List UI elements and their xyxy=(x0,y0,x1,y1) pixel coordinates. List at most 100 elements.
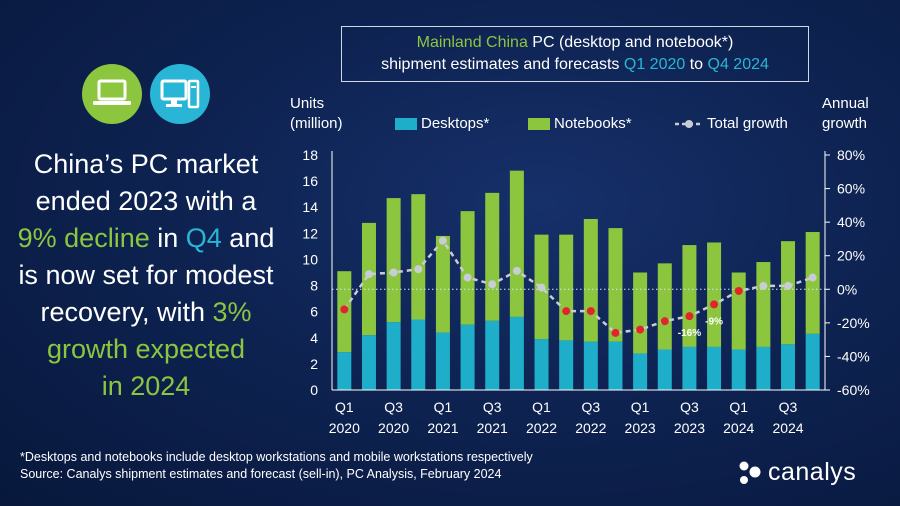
x-tick-quarter: Q3 xyxy=(779,399,798,415)
y2-tick-label: 80% xyxy=(837,147,865,163)
bar-notebooks xyxy=(781,241,796,345)
bar-notebooks xyxy=(435,235,450,333)
bar-notebooks xyxy=(559,234,574,341)
x-tick-year: 2021 xyxy=(477,420,508,436)
y2-tick-label: -40% xyxy=(837,348,870,364)
growth-point xyxy=(389,268,398,277)
headline-line: recovery, with 3% xyxy=(10,294,282,331)
headline-text: and xyxy=(221,223,275,253)
legend-desktops-label: Desktops* xyxy=(421,115,490,132)
x-tick-quarter: Q3 xyxy=(384,399,403,415)
growth-point xyxy=(586,307,595,316)
growth-point xyxy=(734,286,743,295)
bar-desktops xyxy=(657,349,672,390)
title-from: Q1 2020 xyxy=(623,56,686,73)
bar-desktops xyxy=(337,352,352,390)
bar-desktops xyxy=(534,339,549,390)
left-axis-title-line: (million) xyxy=(290,115,343,132)
bar-desktops xyxy=(411,319,426,390)
x-tick-year: 2024 xyxy=(772,420,803,436)
y2-tick-label: 60% xyxy=(837,181,865,197)
x-tick-year: 2023 xyxy=(674,420,705,436)
x-tick-quarter: Q3 xyxy=(680,399,699,415)
brand-name: canalys xyxy=(768,458,857,486)
desktop-icon xyxy=(150,64,210,124)
headline-decline: 9% decline xyxy=(17,223,150,253)
x-tick-quarter: Q1 xyxy=(335,399,354,415)
growth-point xyxy=(808,273,817,282)
growth-point xyxy=(414,265,423,274)
footnote-note: *Desktops and notebooks include desktop … xyxy=(20,450,533,464)
legend-notebooks-label: Notebooks* xyxy=(554,115,632,132)
bar-notebooks xyxy=(460,211,475,325)
growth-point xyxy=(784,281,793,290)
title-text: shipment estimates and forecasts xyxy=(381,56,624,73)
y2-tick-label: 40% xyxy=(837,214,865,230)
y-tick-label: 6 xyxy=(310,304,318,320)
chart-title: Mainland China PC (desktop and notebook*… xyxy=(341,26,809,82)
y-tick-label: 0 xyxy=(310,382,318,398)
y2-tick-label: -60% xyxy=(837,382,870,398)
headline-line: growth expected xyxy=(46,334,246,364)
y-tick-label: 12 xyxy=(302,225,318,241)
bar-notebooks xyxy=(361,222,376,336)
y2-tick-label: -20% xyxy=(837,315,870,331)
bar-notebooks xyxy=(707,242,722,347)
growth-point xyxy=(340,305,349,314)
growth-point xyxy=(438,236,447,245)
growth-point xyxy=(660,317,669,326)
growth-point xyxy=(710,300,719,309)
headline-line: is now set for modest xyxy=(18,260,274,290)
growth-data-label: -9% xyxy=(705,316,723,327)
footnote: *Desktops and notebooks include desktop … xyxy=(20,449,533,483)
x-tick-quarter: Q1 xyxy=(631,399,650,415)
growth-point xyxy=(759,281,768,290)
y-tick-label: 16 xyxy=(302,173,318,189)
title-line-2: shipment estimates and forecasts Q1 2020… xyxy=(342,54,808,76)
bar-notebooks xyxy=(583,218,598,342)
growth-point xyxy=(562,307,571,316)
bar-notebooks xyxy=(756,262,771,347)
growth-point xyxy=(611,328,620,337)
bar-desktops xyxy=(805,333,820,390)
y-tick-label: 4 xyxy=(310,330,318,346)
y2-tick-label: 20% xyxy=(837,248,865,264)
y-tick-label: 8 xyxy=(310,278,318,294)
x-tick-quarter: Q3 xyxy=(483,399,502,415)
growth-point xyxy=(685,312,694,321)
growth-point xyxy=(537,283,546,292)
headline: China’s PC market ended 2023 with a 9% d… xyxy=(10,146,282,405)
headline-line: 9% decline in Q4 and xyxy=(10,220,282,257)
headline-growth: 3% xyxy=(212,297,252,327)
bar-desktops xyxy=(731,349,746,390)
title-text: PC (desktop and notebook*) xyxy=(527,34,734,51)
growth-point xyxy=(512,266,521,275)
bar-desktops xyxy=(509,316,524,390)
canalys-logo-icon xyxy=(739,461,761,484)
x-tick-year: 2020 xyxy=(378,420,409,436)
y-tick-label: 2 xyxy=(310,356,318,372)
title-to: Q4 2024 xyxy=(707,56,769,73)
y-tick-label: 10 xyxy=(302,251,318,267)
bar-desktops xyxy=(460,324,475,390)
bar-notebooks xyxy=(509,170,524,317)
bar-notebooks xyxy=(411,194,426,320)
headline-quarter: Q4 xyxy=(185,223,222,253)
bar-desktops xyxy=(781,344,796,390)
growth-point xyxy=(636,325,645,334)
growth-point xyxy=(488,280,497,289)
bar-notebooks xyxy=(657,263,672,350)
footnote-source: Source: Canalys shipment estimates and f… xyxy=(20,467,502,481)
bar-notebooks xyxy=(731,272,746,350)
x-tick-quarter: Q1 xyxy=(434,399,453,415)
bar-desktops xyxy=(682,346,697,390)
left-axis-title: Units (million) xyxy=(290,94,343,134)
right-axis-title-line: Annual xyxy=(822,95,869,112)
x-tick-year: 2022 xyxy=(575,420,606,436)
legend-growth-label: Total growth xyxy=(707,115,788,132)
headline-line: China’s PC market xyxy=(33,149,259,179)
x-tick-year: 2023 xyxy=(625,420,656,436)
legend-growth-marker xyxy=(675,120,703,128)
x-tick-year: 2021 xyxy=(427,420,458,436)
